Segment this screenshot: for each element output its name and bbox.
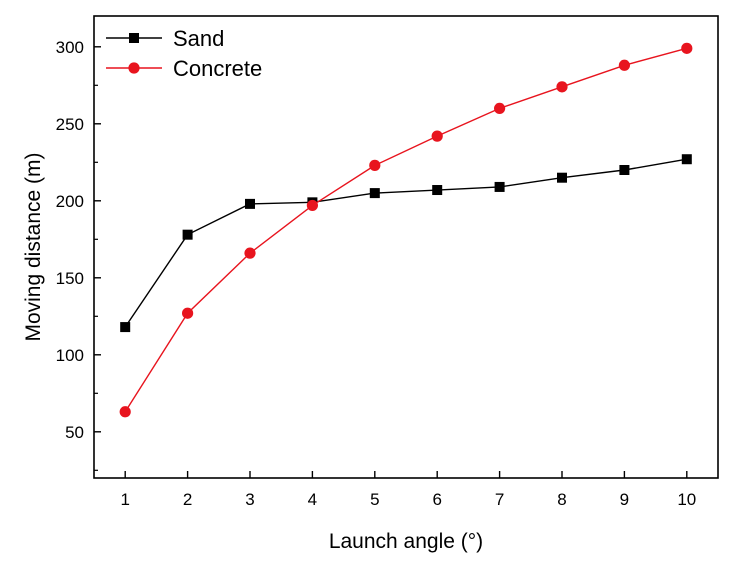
axis-ticks: 1 2 3 4 5 6 7 8 9 10 50 100 150 200 250 300 — [56, 38, 697, 509]
x-tick-label: 6 — [432, 490, 441, 509]
series-sand — [120, 154, 692, 333]
data-point-concrete — [369, 159, 381, 171]
data-point-concrete — [681, 42, 693, 54]
data-point-concrete — [431, 130, 443, 142]
y-tick-label: 300 — [56, 38, 84, 57]
x-tick-label: 5 — [370, 490, 379, 509]
legend-marker-concrete — [128, 62, 140, 74]
data-point-concrete — [244, 247, 256, 259]
data-point-concrete — [306, 199, 318, 212]
y-axis-label: Moving distance (m) — [22, 152, 45, 341]
x-tick-label: 2 — [183, 490, 192, 509]
x-tick-label: 8 — [557, 490, 566, 509]
y-tick-label: 50 — [65, 423, 84, 442]
series-line-concrete — [124, 47, 687, 413]
x-tick-label: 1 — [120, 490, 129, 509]
x-tick-label: 9 — [620, 490, 629, 509]
data-point-sand — [557, 172, 567, 183]
series-concrete — [119, 42, 693, 418]
y-tick-label: 150 — [56, 269, 84, 288]
data-point-concrete — [182, 307, 194, 319]
x-axis-label: Launch angle (°) — [329, 530, 483, 553]
data-point-sand — [245, 198, 255, 209]
data-point-sand — [182, 229, 193, 240]
data-point-sand — [432, 185, 443, 196]
data-point-concrete — [494, 102, 506, 114]
data-point-sand — [681, 154, 692, 165]
data-point-sand — [120, 322, 131, 333]
y-tick-label: 100 — [56, 346, 84, 365]
data-point-sand — [494, 181, 505, 192]
y-tick-label: 200 — [56, 192, 84, 211]
legend-label-concrete: Concrete — [173, 56, 262, 81]
x-tick-label: 3 — [245, 490, 254, 509]
legend: Sand Concrete — [106, 26, 262, 81]
legend-marker-sand — [129, 33, 139, 43]
data-point-concrete — [556, 81, 568, 93]
plot-area-frame — [93, 15, 719, 479]
data-point-concrete — [618, 59, 631, 71]
series-line-sand — [124, 158, 687, 328]
y-tick-label: 250 — [56, 115, 84, 134]
series-layer — [119, 42, 693, 418]
data-point-concrete — [119, 406, 131, 418]
legend-label-sand: Sand — [173, 26, 224, 51]
data-point-sand — [369, 188, 380, 199]
data-point-sand — [619, 165, 630, 175]
x-tick-label: 10 — [677, 490, 696, 509]
x-tick-label: 4 — [308, 490, 317, 509]
x-tick-label: 7 — [495, 490, 504, 509]
